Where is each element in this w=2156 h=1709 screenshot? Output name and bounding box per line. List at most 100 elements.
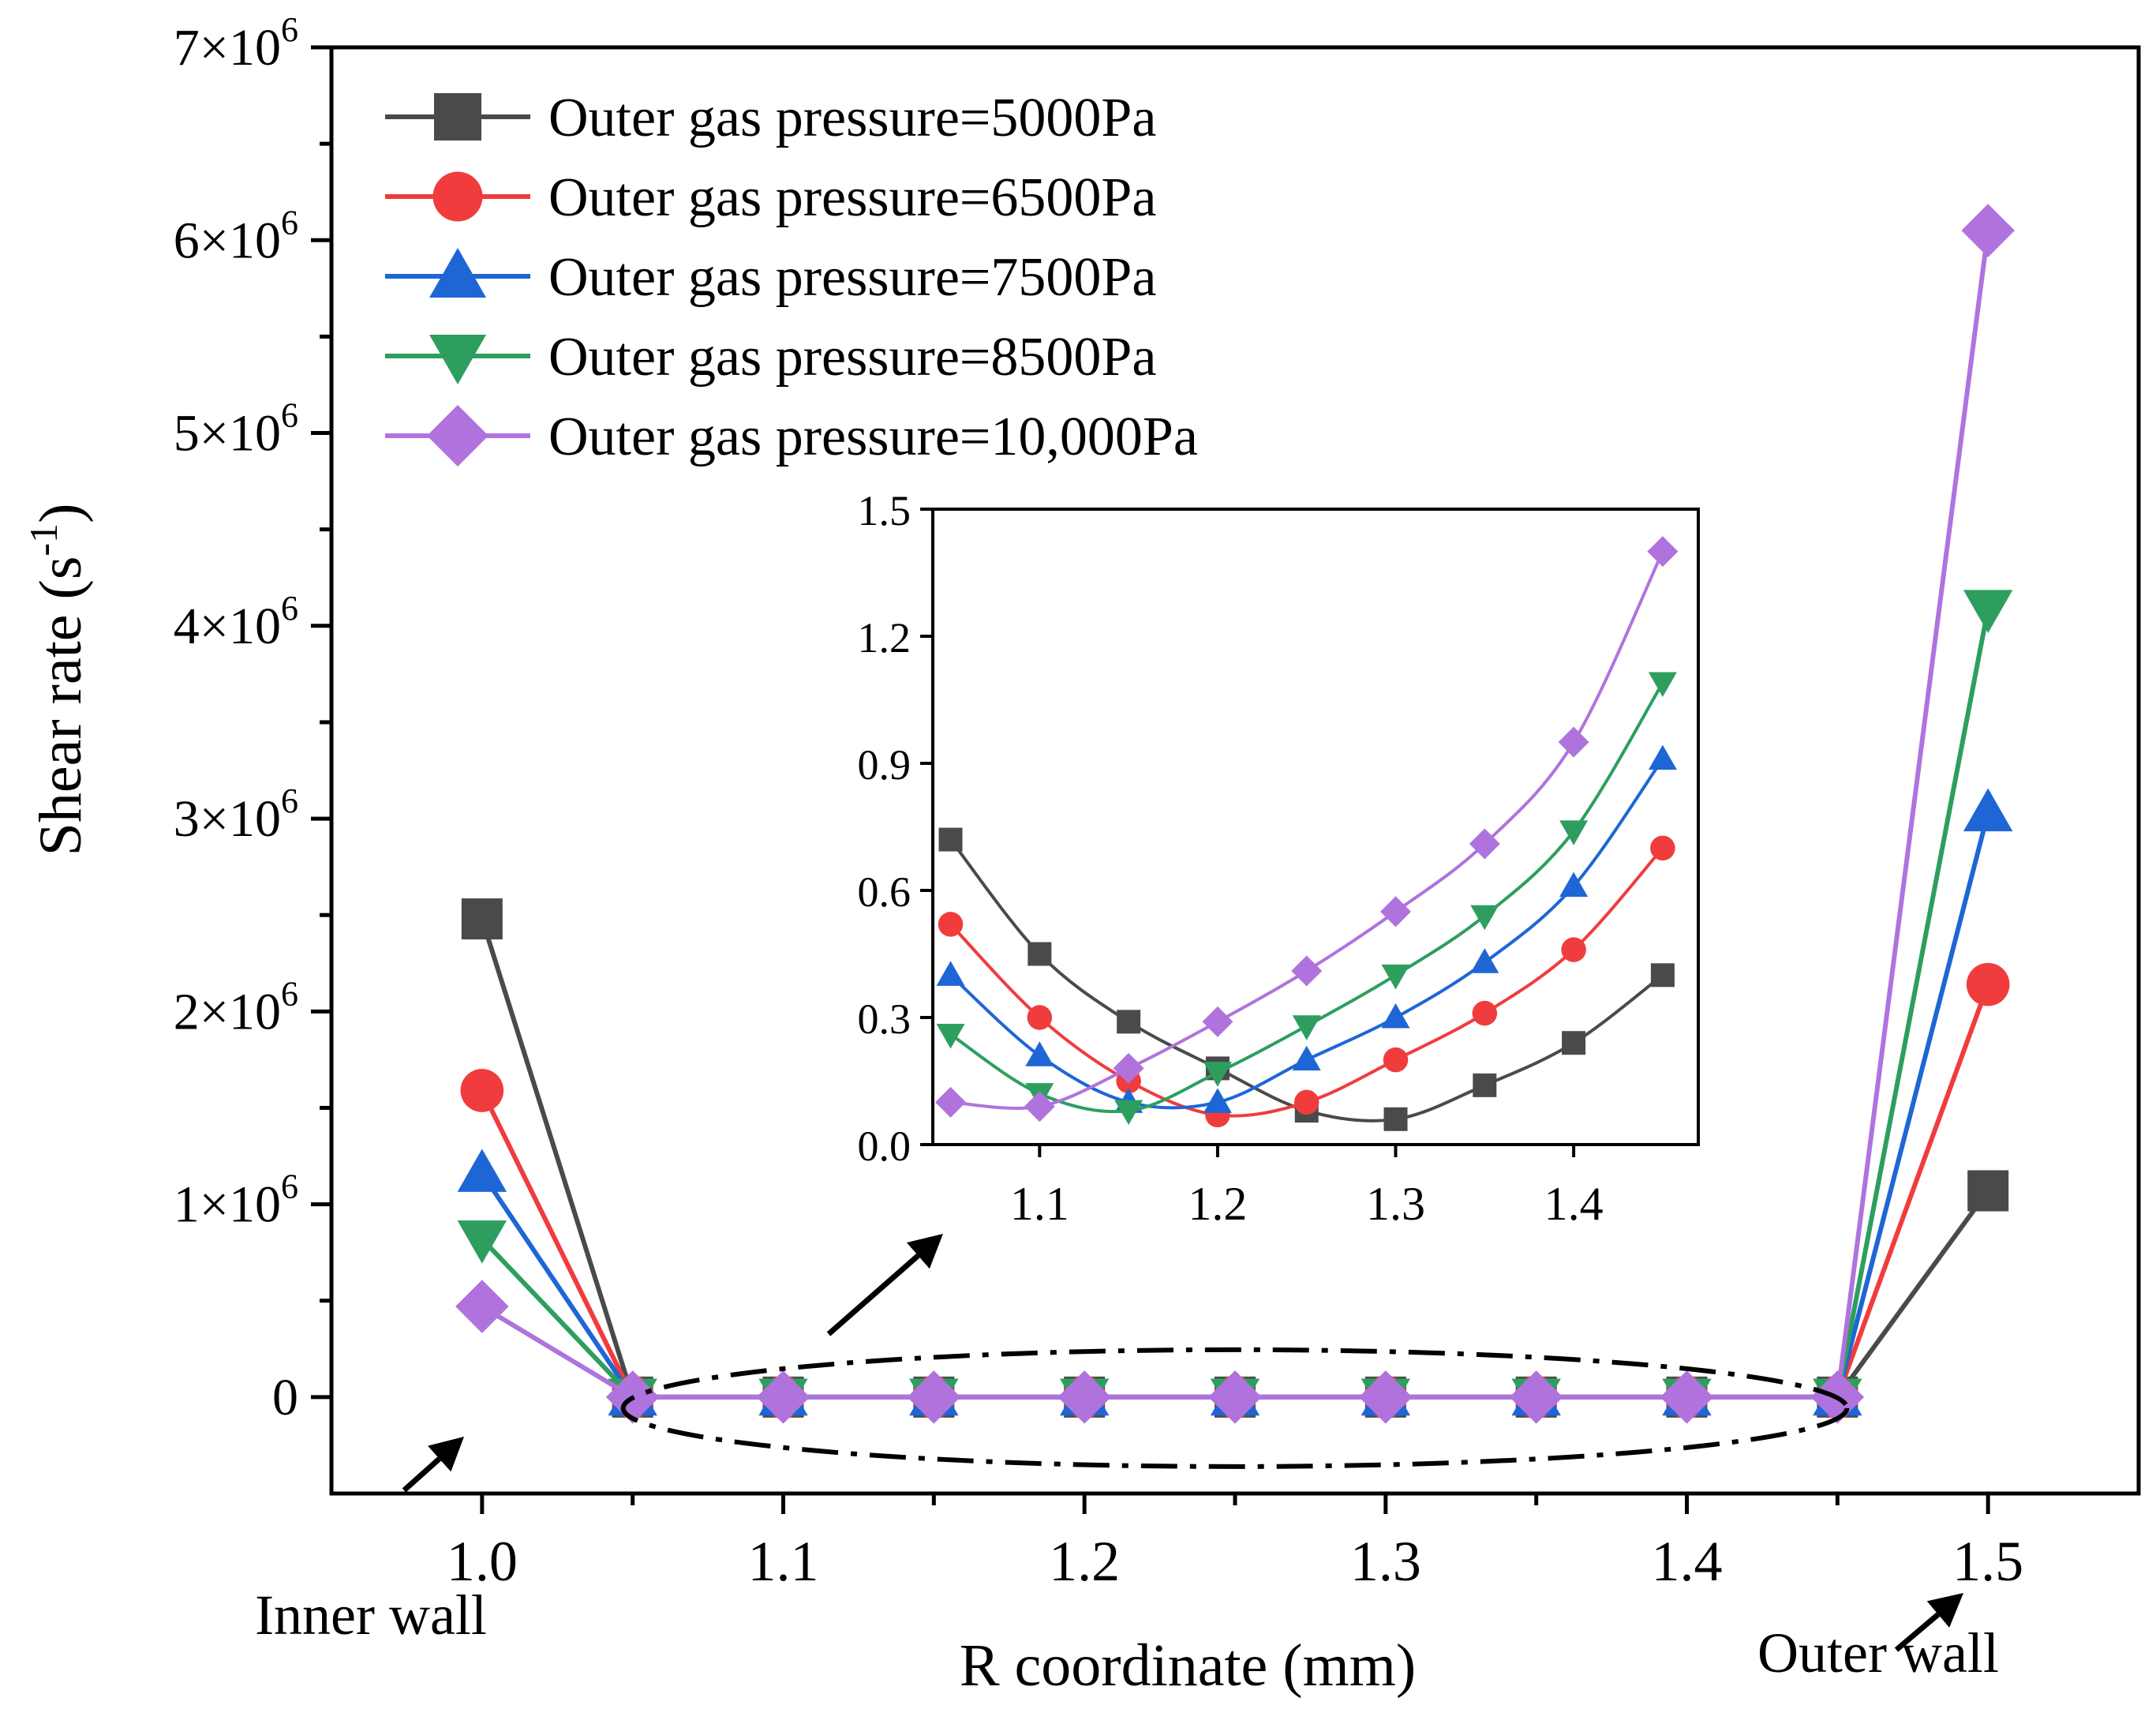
y-axis-label: Shear rate (s-1) [21, 504, 94, 856]
inset-data-point [1558, 726, 1589, 758]
main-data-point [1963, 590, 2013, 634]
legend-label: Outer gas pressure=6500Pa [548, 167, 1156, 228]
inset-y-tick-label: 0.3 [858, 995, 911, 1043]
inner-wall-label: Inner wall [255, 1583, 487, 1647]
y-tick-label-exponent: 6 [281, 203, 298, 242]
y-tick-label-exponent: 6 [281, 974, 298, 1013]
inset-data-point [1203, 1062, 1232, 1087]
inset-data-point [1024, 1091, 1055, 1122]
legend-item-2: Outer gas pressure=6500Pa [385, 167, 1156, 228]
y-tick-label-base: 3×10 [174, 790, 281, 848]
inset-y-tick-label: 1.2 [858, 614, 911, 661]
x-tick-label: 1.4 [1652, 1530, 1723, 1593]
inset-data-point [1648, 672, 1677, 698]
main-data-point [460, 1069, 504, 1112]
main-data-point [455, 1280, 509, 1333]
legend-marker [432, 171, 483, 222]
legend-marker [427, 405, 488, 467]
y-tick-label: 5×106 [174, 396, 298, 463]
arrow-head [906, 1234, 943, 1269]
inset-data-point [1292, 1015, 1321, 1040]
main-data-point [1057, 1370, 1111, 1424]
legend-item-1: Outer gas pressure=5000Pa [385, 88, 1156, 148]
y-tick-label: 6×106 [174, 203, 298, 269]
y-tick-label-base: 2×10 [174, 983, 281, 1040]
main-data-point [1967, 1170, 2009, 1212]
inset-data-point [1113, 1052, 1144, 1084]
legend-label: Outer gas pressure=8500Pa [548, 327, 1156, 388]
inset-data-point [938, 912, 964, 937]
inset-chart: 1.1 1.2 1.3 1.4 0.0 0.3 0.6 0.9 1.2 1.5 [858, 487, 1700, 1230]
inset-data-point [1561, 937, 1586, 962]
inset-data-point [1647, 536, 1679, 568]
inset-x-tick-label: 1.3 [1366, 1178, 1425, 1230]
inset-data-point [1473, 1073, 1497, 1097]
main-data-point [1660, 1370, 1714, 1424]
inset-data-point [1650, 835, 1675, 861]
y-axis-label-text: Shear rate (s [28, 557, 94, 856]
inset-data-point [1380, 896, 1412, 928]
inset-data-point [1114, 1100, 1144, 1126]
inset-x-tick-label: 1.4 [1544, 1178, 1604, 1230]
y-tick-label-base: 1×10 [174, 1176, 281, 1234]
y-tick-label-base: 0 [272, 1369, 298, 1426]
inset-data-point [1472, 1000, 1498, 1026]
inset-data-point [1383, 1047, 1409, 1073]
main-annotations: Inner wall Outer wall [255, 1234, 1999, 1685]
y-tick-label-exponent: 6 [281, 10, 298, 49]
x-tick-label: 1.3 [1350, 1530, 1421, 1593]
main-data-point [1966, 962, 2010, 1006]
inset-data-point [1292, 1045, 1321, 1071]
inset-data-point [1291, 955, 1323, 987]
inset-data-point [1027, 942, 1052, 966]
inset-data-point [1559, 871, 1589, 898]
inset-series-5 [935, 536, 1679, 1122]
legend-label: Outer gas pressure=10,000Pa [548, 407, 1198, 467]
inset-data-point [1559, 820, 1589, 845]
main-data-point [756, 1370, 810, 1424]
inset-data-point [1650, 963, 1675, 988]
y-tick-label-exponent: 6 [281, 396, 298, 435]
inset-data-point [935, 1086, 967, 1118]
legend-marker [434, 93, 481, 141]
inset-data-point [1470, 948, 1499, 973]
inset-data-point [1025, 1041, 1054, 1066]
main-data-point [907, 1370, 961, 1424]
inset-data-point [1202, 1006, 1233, 1037]
y-tick-label-exponent: 6 [281, 1167, 298, 1206]
inset-y-tick-label: 1.5 [858, 487, 911, 534]
arrow-shaft [1894, 1612, 1941, 1652]
x-axis-label: R coordinate (mm) [960, 1632, 1416, 1699]
main-data-point [457, 1220, 507, 1264]
legend-marker [429, 335, 486, 384]
x-tick-label: 1.2 [1049, 1530, 1120, 1593]
y-axis-label-close: ) [28, 504, 94, 523]
y-tick-label-exponent: 6 [281, 781, 298, 820]
inset-data-point [1203, 1088, 1232, 1113]
inset-data-point [1381, 964, 1410, 990]
inset-data-point [1383, 1107, 1408, 1131]
main-series-5 [455, 204, 2015, 1424]
inner-wall-arrow [402, 1437, 464, 1493]
legend-item-4: Outer gas pressure=8500Pa [385, 327, 1156, 388]
y-tick-label: 0 [272, 1369, 298, 1426]
y-tick-label: 4×106 [174, 589, 298, 655]
legend-item-5: Outer gas pressure=10,000Pa [385, 405, 1198, 467]
inset-data-point [938, 827, 963, 852]
main-series-layer [455, 204, 2015, 1424]
inset-data-point [1293, 1089, 1319, 1115]
main-axes: 1.0 1.1 1.2 1.3 1.4 1.501×1062×1063×1064×1065… [21, 10, 2141, 1699]
inset-data-point [1117, 1010, 1141, 1034]
y-tick-label: 1×106 [174, 1167, 298, 1234]
inset-x-tick-label: 1.1 [1010, 1178, 1069, 1230]
legend-label: Outer gas pressure=5000Pa [548, 88, 1156, 148]
arrow-head [1926, 1593, 1963, 1628]
y-tick-label: 7×106 [174, 10, 298, 77]
inset-series-3 [936, 744, 1677, 1113]
y-tick-label-base: 7×10 [174, 19, 281, 77]
y-tick-label: 3×106 [174, 781, 298, 848]
y-tick-label: 2×106 [174, 974, 298, 1040]
inset-data-point [1027, 1005, 1053, 1030]
main-data-point [461, 898, 503, 940]
